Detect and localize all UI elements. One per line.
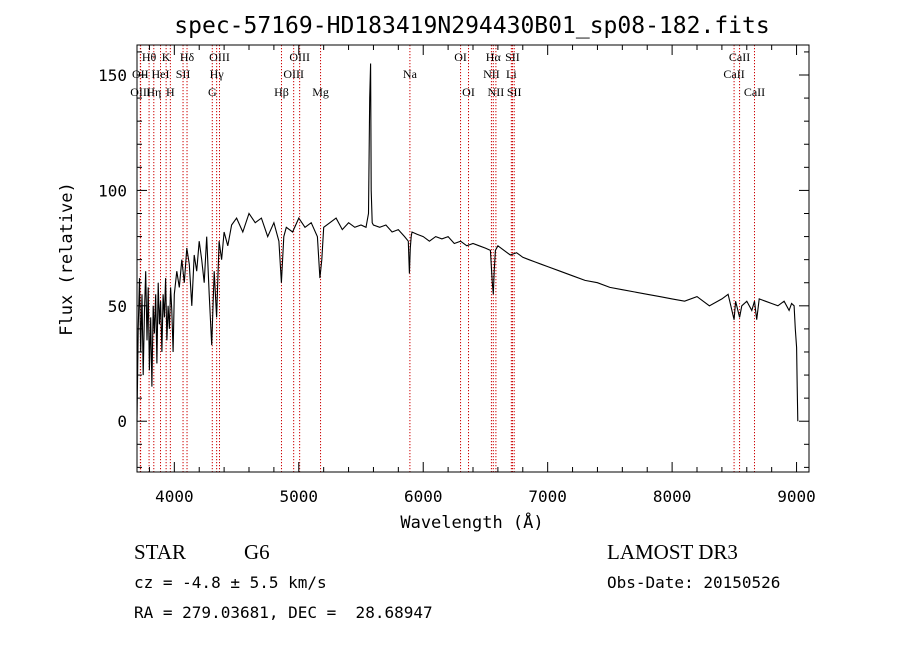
spectral-line-label: NII <box>488 85 505 99</box>
y-tick-label: 50 <box>108 297 127 316</box>
spectral-line-label: OI <box>454 50 467 64</box>
spectral-line-label: Hδ <box>180 50 195 64</box>
spectrum-series-line <box>136 63 799 422</box>
axis-ticks: 4000 5000 6000 7000 8000 9000 0 50 100 150 <box>98 45 816 506</box>
x-tick-label: 5000 <box>280 487 319 506</box>
y-tick-label: 150 <box>98 66 127 85</box>
spectral-line-label: OIII <box>289 50 310 64</box>
x-axis-label: Wavelength (Å) <box>400 511 543 533</box>
spectral-line-label: CaII <box>729 50 750 64</box>
survey-name: LAMOST DR3 <box>607 540 738 564</box>
y-tick-label: 100 <box>98 181 127 200</box>
spectral-line-label: K <box>162 50 171 64</box>
plot-frame <box>136 44 810 473</box>
chart-title: spec-57169-HD183419N294430B01_sp08-182.f… <box>174 13 769 39</box>
spectral-line-label: G <box>208 85 217 99</box>
x-tick-label: 7000 <box>528 487 567 506</box>
spectral-line-label: SII <box>176 67 191 81</box>
y-tick-label: 0 <box>117 412 127 431</box>
x-tick-label: 8000 <box>653 487 692 506</box>
observation-date: Obs-Date: 20150526 <box>607 573 781 592</box>
spectral-line-label: Li <box>506 67 517 81</box>
spectral-line-label: SII <box>507 85 522 99</box>
spectral-line-label: Hβ <box>274 85 289 99</box>
x-tick-label: 6000 <box>404 487 443 506</box>
spectral-line-label: Na <box>403 67 418 81</box>
y-axis-label: Flux (relative) <box>57 182 77 336</box>
spectral-line-label: CaII <box>723 67 744 81</box>
spectral-line-label: Hθ <box>142 50 157 64</box>
spectral-line-markers <box>139 45 755 472</box>
spectral-line-label: HeI <box>152 67 170 81</box>
object-subclass: G6 <box>244 540 270 564</box>
coordinates: RA = 279.03681, DEC = 28.68947 <box>134 603 433 622</box>
x-tick-label: 4000 <box>155 487 194 506</box>
spectral-line-label: CaII <box>744 85 765 99</box>
spectral-line-label: H <box>166 85 175 99</box>
spectral-line-label: Mg <box>312 85 329 99</box>
x-tick-label: 9000 <box>777 487 816 506</box>
spectral-line-label: Hγ <box>210 67 225 81</box>
spectral-line-label: Hη <box>146 85 161 99</box>
object-class: STAR <box>134 540 186 564</box>
spectral-line-label: OIII <box>283 67 304 81</box>
spectral-line-label: NII <box>483 67 500 81</box>
spectral-line-label: OI <box>462 85 475 99</box>
spectral-line-label: OIII <box>209 50 230 64</box>
redshift-cz: cz = -4.8 ± 5.5 km/s <box>134 573 327 592</box>
spectral-line-label: OIII <box>130 85 151 99</box>
spectral-line-label: Hα <box>486 50 502 64</box>
spectral-line-label: OII <box>132 67 149 81</box>
spectral-line-label: SII <box>505 50 520 64</box>
